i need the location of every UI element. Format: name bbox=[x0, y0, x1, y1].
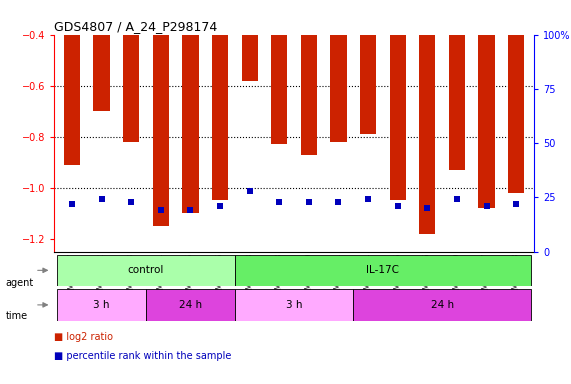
Text: 3 h: 3 h bbox=[94, 300, 110, 310]
Bar bbox=[478, 35, 494, 208]
Text: control: control bbox=[128, 265, 164, 275]
Text: ■ log2 ratio: ■ log2 ratio bbox=[54, 332, 113, 342]
Text: ■ percentile rank within the sample: ■ percentile rank within the sample bbox=[54, 351, 232, 361]
Bar bbox=[235, 255, 531, 286]
Text: agent: agent bbox=[6, 278, 34, 288]
Text: 24 h: 24 h bbox=[431, 300, 454, 310]
Bar bbox=[508, 35, 524, 193]
Bar bbox=[235, 289, 353, 321]
Bar bbox=[419, 35, 436, 233]
Text: 3 h: 3 h bbox=[286, 300, 302, 310]
Bar bbox=[182, 35, 199, 213]
Bar bbox=[449, 35, 465, 170]
Bar bbox=[212, 35, 228, 200]
Bar bbox=[64, 35, 80, 165]
Bar bbox=[360, 35, 376, 134]
Bar bbox=[94, 35, 110, 111]
Bar bbox=[353, 289, 531, 321]
Text: time: time bbox=[6, 311, 28, 321]
Text: 24 h: 24 h bbox=[179, 300, 202, 310]
Text: IL-17C: IL-17C bbox=[367, 265, 399, 275]
Bar bbox=[57, 289, 146, 321]
Bar bbox=[146, 289, 235, 321]
Bar bbox=[301, 35, 317, 154]
Bar bbox=[331, 35, 347, 142]
Bar bbox=[242, 35, 258, 81]
Text: GDS4807 / A_24_P298174: GDS4807 / A_24_P298174 bbox=[54, 20, 218, 33]
Bar bbox=[152, 35, 169, 226]
Bar bbox=[389, 35, 406, 200]
Bar bbox=[57, 255, 235, 286]
Bar bbox=[123, 35, 139, 142]
Bar bbox=[271, 35, 287, 144]
